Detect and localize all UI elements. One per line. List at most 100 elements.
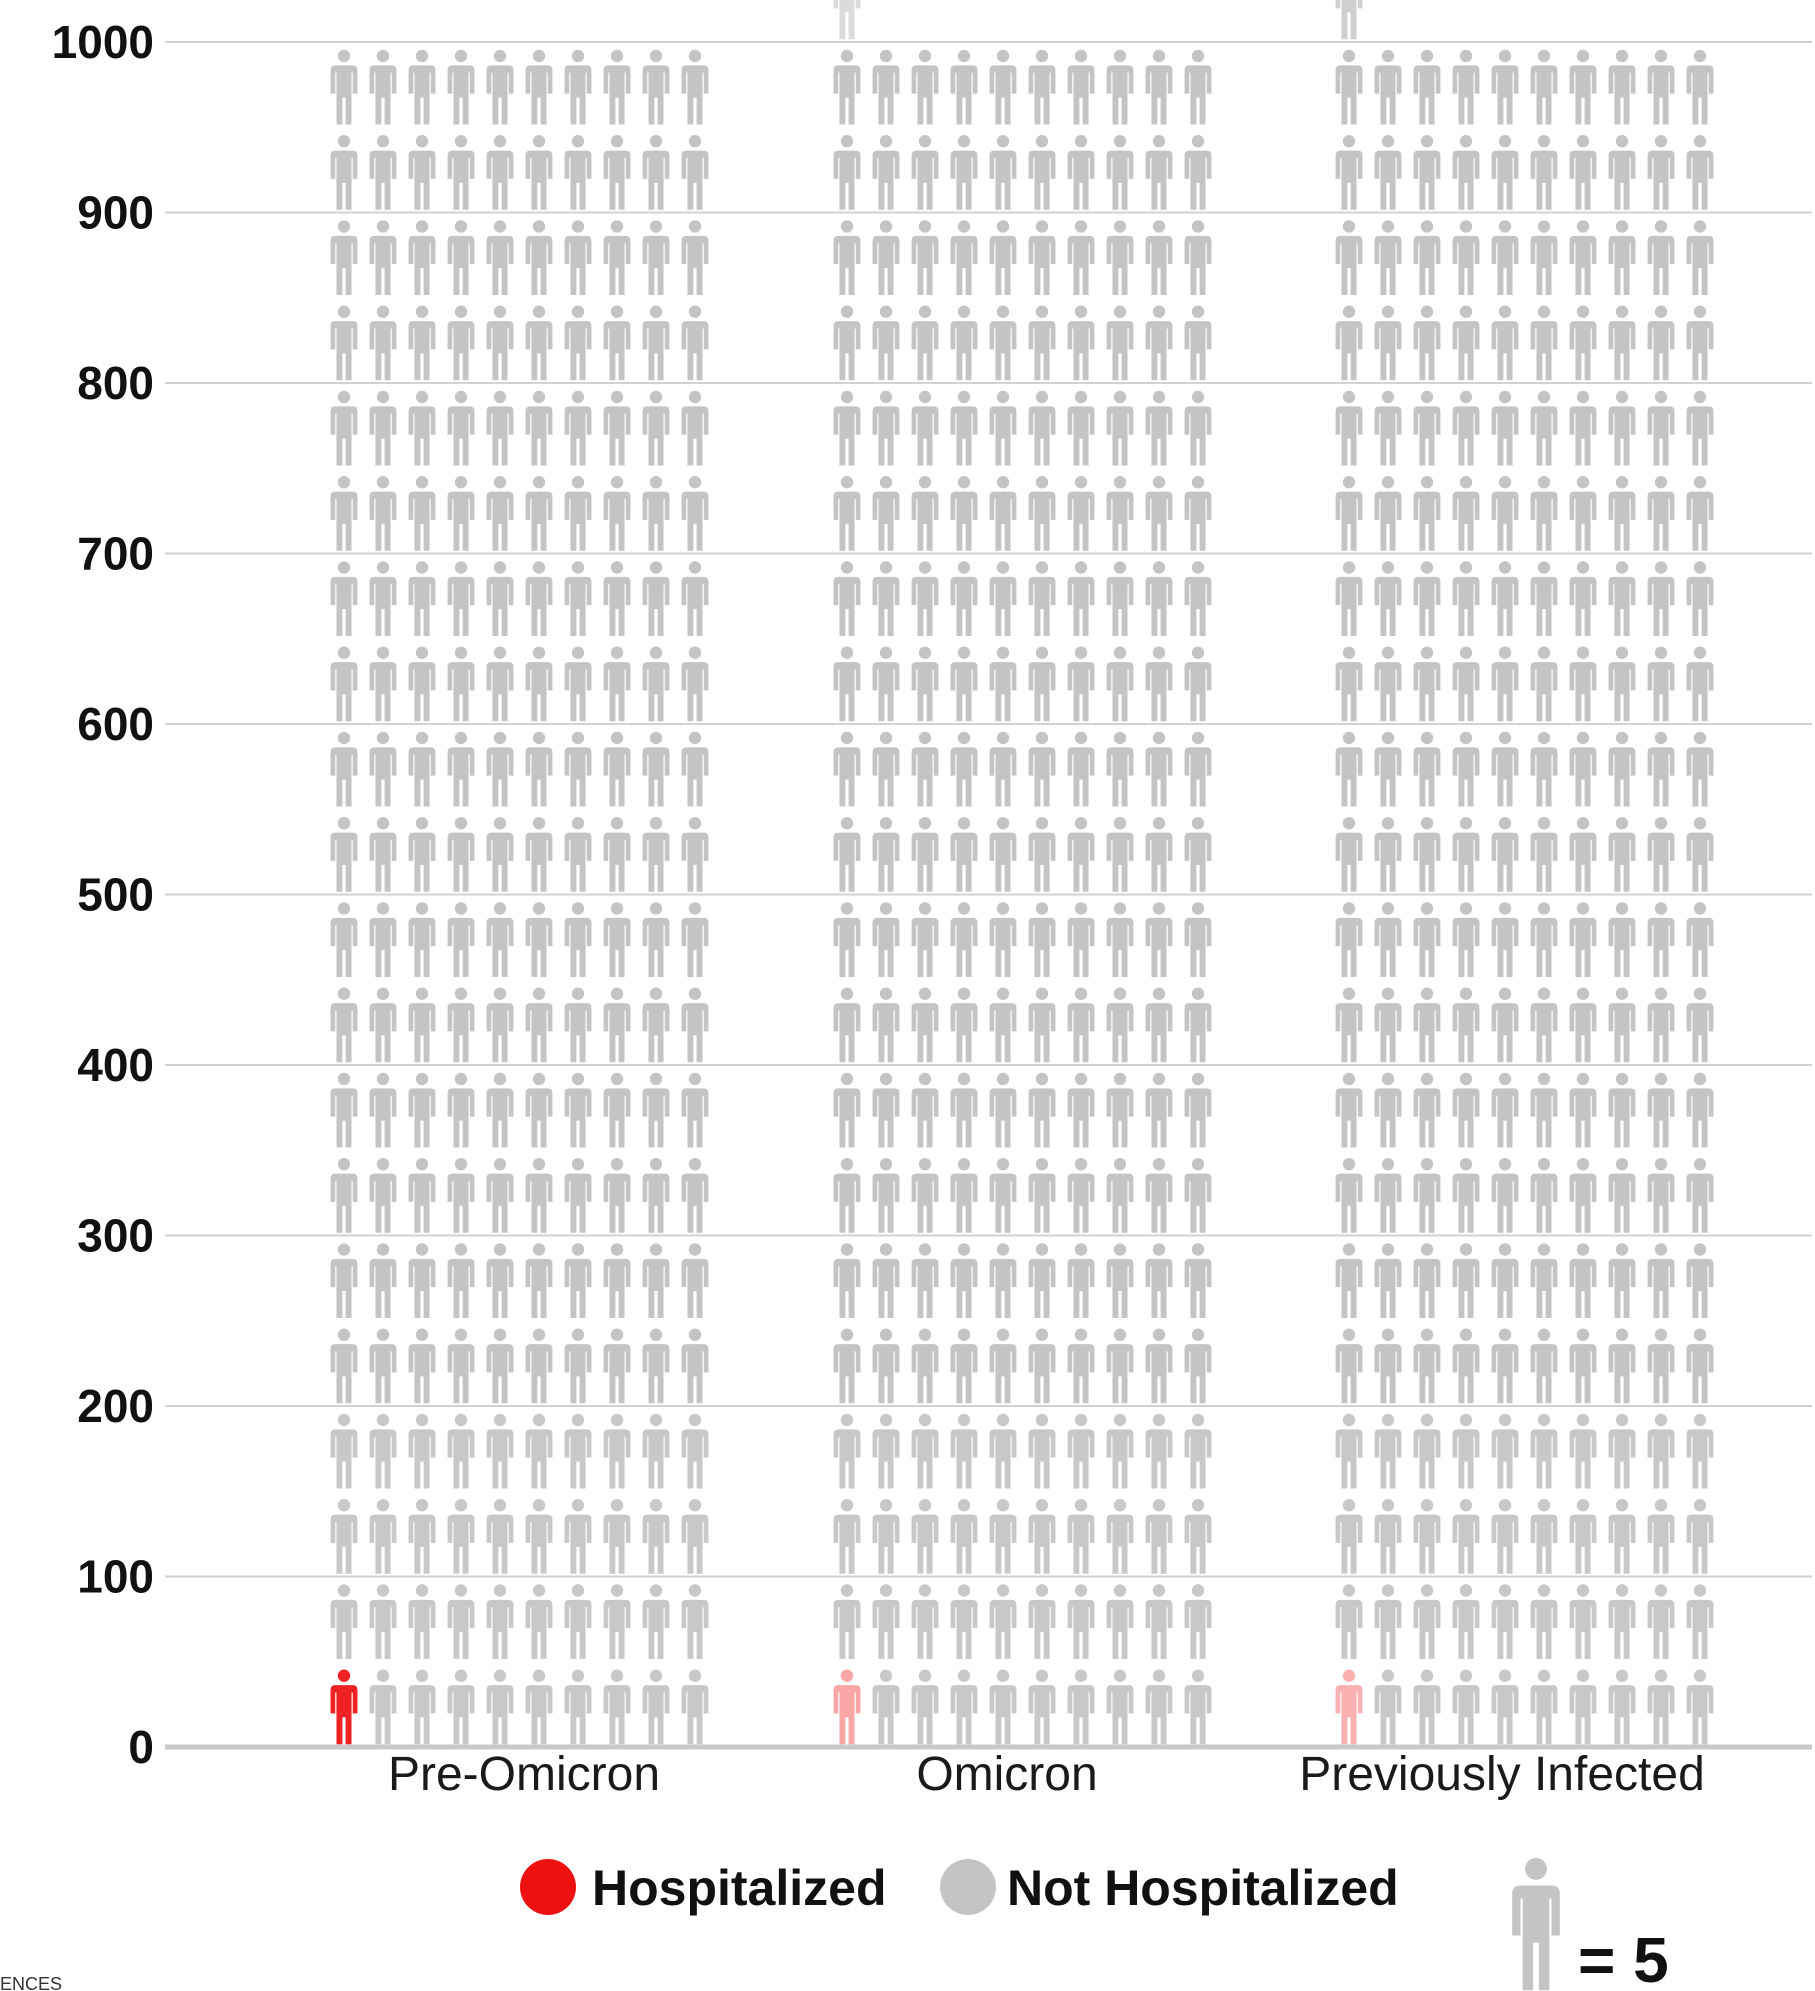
person-icon (1184, 1072, 1212, 1148)
person-icon (1184, 220, 1212, 296)
person-icon (1530, 731, 1558, 807)
person-icon (1335, 1584, 1363, 1660)
person-icon (833, 646, 861, 722)
person-icon (1335, 987, 1363, 1063)
person-icon (1374, 1669, 1402, 1745)
person-icon (1608, 646, 1636, 722)
person-icon (486, 476, 514, 551)
person-icon (330, 49, 358, 125)
person-icon (1491, 1499, 1519, 1574)
person-icon (681, 902, 709, 978)
person-icon (1569, 390, 1597, 466)
person-icon (1106, 817, 1134, 892)
person-icon (872, 1413, 900, 1489)
person-icon (447, 817, 475, 892)
person-icon (1184, 902, 1212, 978)
person-icon (1647, 1243, 1675, 1319)
person-icon (989, 1328, 1017, 1404)
person-icon (525, 817, 553, 892)
person-icon (911, 1499, 939, 1574)
person-icon (408, 390, 436, 466)
person-icon (1106, 1413, 1134, 1489)
person-icon (989, 646, 1017, 722)
person-icon (1686, 1328, 1714, 1404)
person-icon (833, 49, 861, 125)
person-icon (330, 1413, 358, 1489)
pictograph-icons (330, 0, 1714, 1745)
person-icon (1106, 902, 1134, 978)
person-icon (330, 1499, 358, 1574)
person-icon (408, 1158, 436, 1233)
person-icon (833, 731, 861, 807)
person-icon (1530, 1328, 1558, 1404)
person-icon (369, 1669, 397, 1745)
person-icon (642, 220, 670, 296)
person-icon (1452, 1584, 1480, 1660)
person-icon (1530, 1413, 1558, 1489)
person-icon (1686, 1158, 1714, 1233)
person-icon (1335, 1499, 1363, 1574)
person-icon (1067, 1584, 1095, 1660)
person-icon (642, 1499, 670, 1574)
person-icon (1067, 561, 1095, 637)
person-icon (1452, 817, 1480, 892)
person-icon (1028, 1243, 1056, 1319)
person-icon (872, 561, 900, 637)
person-icon (564, 49, 592, 125)
person-icon (642, 561, 670, 637)
person-icon (833, 1243, 861, 1319)
person-icon (330, 646, 358, 722)
person-icon (1452, 1243, 1480, 1319)
person-icon (1452, 49, 1480, 125)
x-axis-categories: Pre-Omicron Omicron Previously Infected (388, 1748, 1705, 1801)
person-icon (911, 305, 939, 381)
person-icon (486, 135, 514, 210)
person-icon (525, 1072, 553, 1148)
person-icon (1028, 305, 1056, 381)
person-icon (330, 305, 358, 381)
person-icon (603, 1584, 631, 1660)
person-icon (1184, 987, 1212, 1063)
person-icon (1608, 1584, 1636, 1660)
person-icon (989, 902, 1017, 978)
person-icon (681, 1669, 709, 1745)
person-icon (369, 1243, 397, 1319)
person-icon (1335, 49, 1363, 125)
person-icon (1608, 49, 1636, 125)
person-icon (911, 561, 939, 637)
person-icon (369, 1072, 397, 1148)
person-icon (330, 1072, 358, 1148)
person-icon (1569, 1072, 1597, 1148)
person-icon (603, 1328, 631, 1404)
person-icon (833, 305, 861, 381)
person-icon (1530, 476, 1558, 551)
person-icon (1106, 1584, 1134, 1660)
person-icon (950, 49, 978, 125)
scale-person-icon (1512, 1857, 1560, 1991)
person-icon (950, 305, 978, 381)
person-icon (950, 220, 978, 296)
person-icon (525, 902, 553, 978)
person-icon (1335, 476, 1363, 551)
person-icon (1569, 476, 1597, 551)
person-icon (1374, 1072, 1402, 1148)
person-icon (564, 220, 592, 296)
y-tick-label: 100 (77, 1551, 154, 1603)
person-icon (1145, 731, 1173, 807)
person-icon (1335, 1243, 1363, 1319)
person-icon (447, 987, 475, 1063)
person-icon (408, 476, 436, 551)
person-icon (1184, 135, 1212, 210)
person-icon (911, 49, 939, 125)
person-icon (1067, 220, 1095, 296)
person-icon (872, 476, 900, 551)
person-icon (950, 1669, 978, 1745)
icon-group (833, 0, 1212, 1745)
person-icon (1374, 390, 1402, 466)
person-icon (1452, 1499, 1480, 1574)
person-icon (1608, 902, 1636, 978)
person-icon (1491, 646, 1519, 722)
person-icon (681, 220, 709, 296)
person-icon (950, 987, 978, 1063)
person-icon (833, 476, 861, 551)
